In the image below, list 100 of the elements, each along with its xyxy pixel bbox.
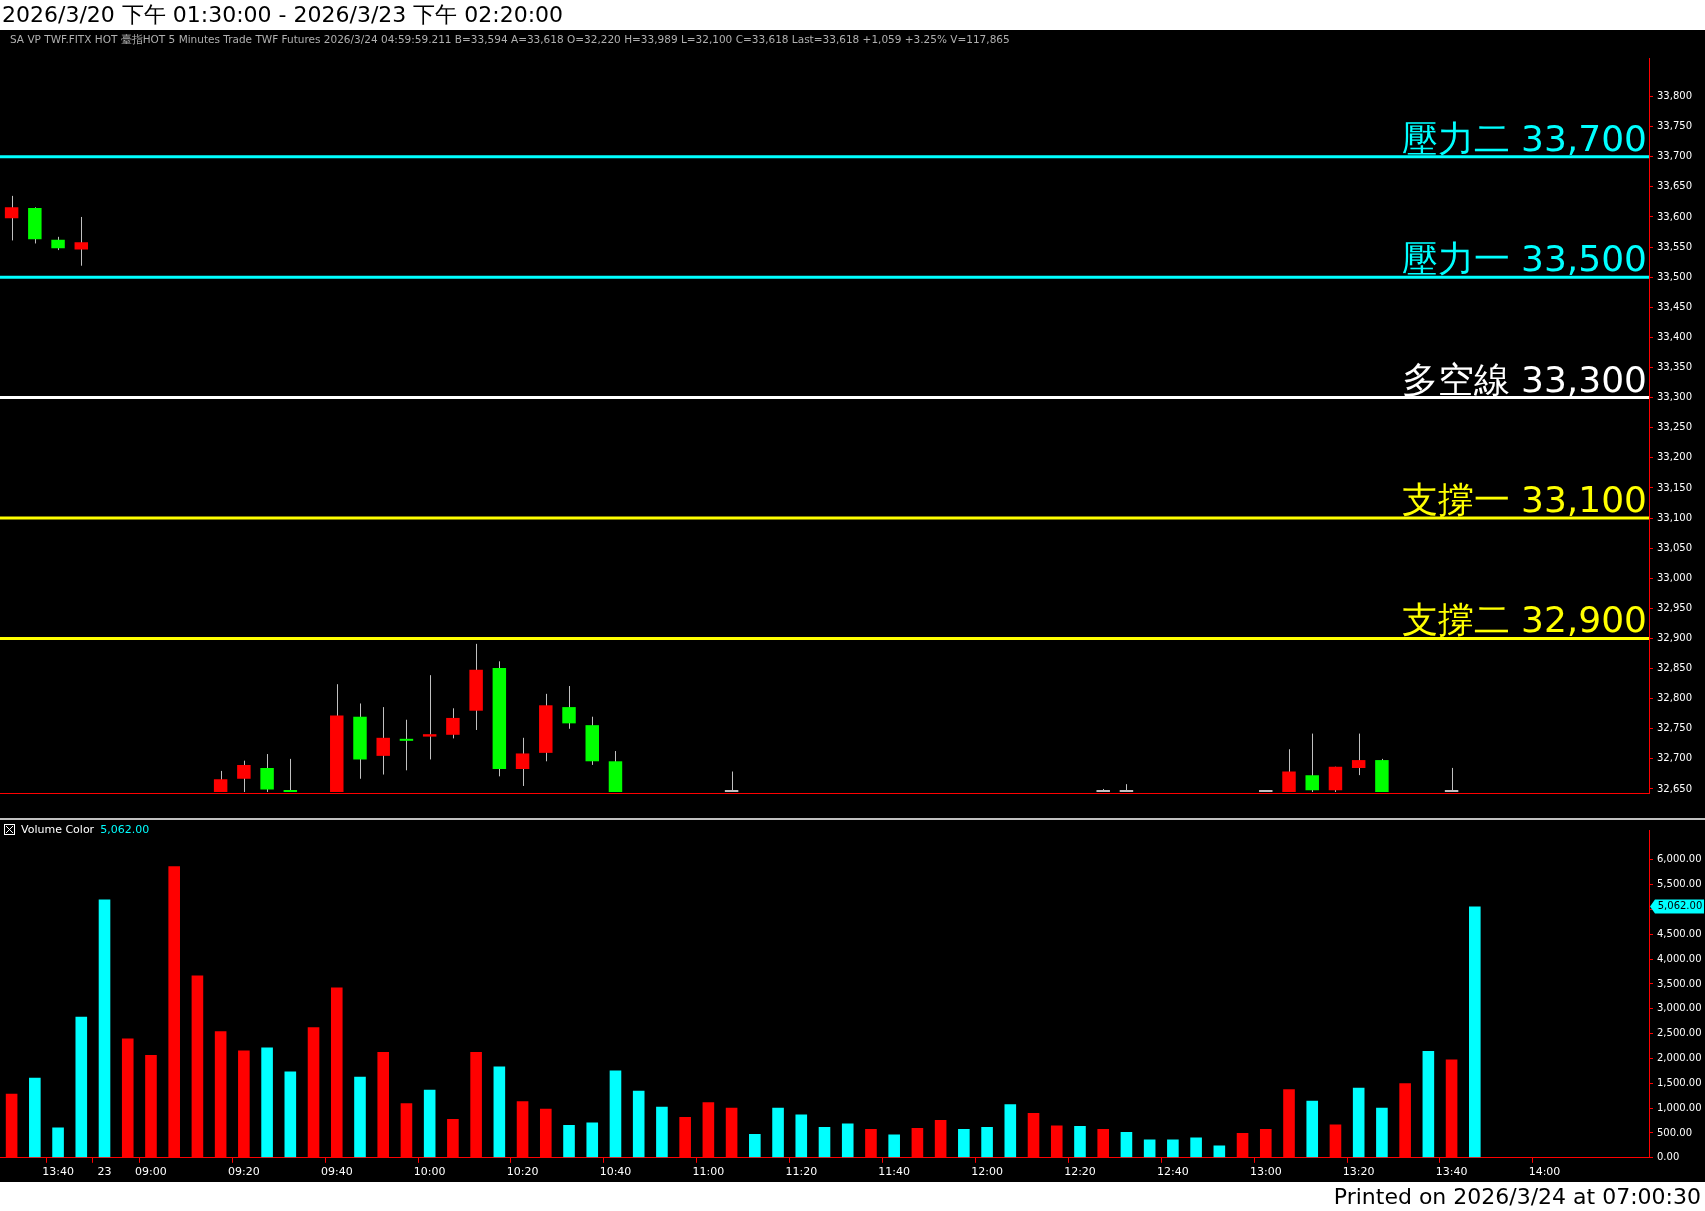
candlestick bbox=[260, 753, 274, 793]
y-tick-label: 33,100 bbox=[1657, 511, 1692, 523]
candlestick bbox=[562, 685, 576, 730]
bar bbox=[632, 1090, 645, 1158]
y-tick-label: 33,550 bbox=[1657, 240, 1692, 252]
bar bbox=[261, 1047, 273, 1158]
candlestick bbox=[399, 719, 414, 771]
y-tick-label: 0.00 bbox=[1657, 1151, 1680, 1163]
x-tick-label: 11:40 bbox=[878, 1165, 911, 1179]
bar bbox=[586, 1122, 599, 1158]
y-tick-label: 32,750 bbox=[1657, 722, 1692, 734]
bar bbox=[29, 1077, 41, 1158]
bar bbox=[958, 1128, 970, 1158]
chart-title: 2026/3/20 下午 01:30:00 - 2026/3/23 下午 02:20:00 bbox=[0, 0, 1705, 30]
y-tick-label: 1,000.00 bbox=[1657, 1101, 1702, 1113]
bar bbox=[1376, 1107, 1388, 1158]
y-tick-label: 33,000 bbox=[1657, 571, 1692, 583]
ref-line-label: 壓力二 33,700 bbox=[1401, 117, 1647, 159]
y-tick-label: 32,650 bbox=[1657, 782, 1692, 794]
x-tick-label: 12:20 bbox=[1064, 1165, 1096, 1179]
y-tick-label: 2,000.00 bbox=[1657, 1052, 1702, 1064]
y-tick-label: 33,500 bbox=[1657, 270, 1692, 282]
y-tick-label: 3,500.00 bbox=[1657, 977, 1702, 989]
x-tick-label: 09:20 bbox=[228, 1165, 260, 1179]
candlestick bbox=[724, 771, 739, 793]
y-tick-label: 3,000.00 bbox=[1657, 1002, 1702, 1014]
text: 5,062.00 bbox=[1657, 899, 1703, 911]
y-tick-label: 33,200 bbox=[1657, 451, 1692, 463]
candlestick bbox=[4, 195, 19, 241]
candlestick bbox=[74, 216, 89, 267]
ref-line-label: 多空線 33,300 bbox=[1401, 358, 1647, 400]
candlestick bbox=[515, 737, 530, 787]
x-tick-label: 13:40 bbox=[42, 1165, 74, 1179]
candlestick bbox=[376, 706, 390, 776]
x-tick-label: 14:00 bbox=[1528, 1165, 1561, 1179]
bar bbox=[1074, 1126, 1086, 1158]
annotation: 5,062.00 bbox=[100, 823, 150, 836]
y-tick-label: 32,700 bbox=[1657, 752, 1692, 764]
bar bbox=[981, 1127, 993, 1158]
x-tick-label: 11:20 bbox=[785, 1165, 818, 1179]
bar bbox=[818, 1127, 831, 1158]
y-tick-label: 33,400 bbox=[1657, 330, 1692, 342]
y-tick-label: 33,350 bbox=[1657, 361, 1692, 373]
y-tick-label: 33,250 bbox=[1657, 421, 1692, 433]
y-tick-label: 33,600 bbox=[1657, 210, 1692, 222]
bar bbox=[493, 1066, 506, 1158]
chart-subtitle: SA VP TWF.FITX HOT 臺指HOT 5 Minutes Trade TWF Futures 2026/3/24 04:59:59.211 B=33,594 A=33,618 O=32,220 H=33,989 L=32,100 C=33,618 Last=33,618 +1,059 +3.25% V=117,865 bbox=[9, 32, 1011, 47]
bar bbox=[749, 1133, 761, 1158]
bar bbox=[1143, 1139, 1156, 1158]
bar bbox=[423, 1089, 436, 1158]
candlestick bbox=[283, 758, 298, 793]
bar bbox=[772, 1107, 784, 1158]
y-tick-label: 33,800 bbox=[1657, 90, 1692, 102]
y-tick-label: 33,050 bbox=[1657, 541, 1692, 553]
bar bbox=[1352, 1087, 1365, 1158]
y-tick-label: 33,750 bbox=[1657, 120, 1692, 132]
chart-title: Volume Color bbox=[21, 823, 95, 836]
x-tick-label: 11:00 bbox=[692, 1165, 725, 1179]
bar bbox=[609, 1070, 622, 1158]
x-tick-label: 12:40 bbox=[1157, 1165, 1189, 1179]
bar bbox=[656, 1106, 668, 1158]
x-tick-label: 13:40 bbox=[1435, 1165, 1468, 1179]
candlestick bbox=[446, 707, 460, 739]
x-tick-label: 10:00 bbox=[413, 1165, 446, 1179]
x-tick-label: 12:00 bbox=[971, 1165, 1003, 1179]
bar bbox=[1120, 1131, 1133, 1158]
ref-line-label: 支撐二 32,900 bbox=[1401, 599, 1647, 641]
candlestick bbox=[422, 674, 437, 760]
bar bbox=[795, 1114, 808, 1158]
candlestick bbox=[1305, 733, 1319, 793]
y-tick-label: 33,450 bbox=[1657, 300, 1692, 312]
bar bbox=[563, 1125, 575, 1158]
x-tick-label: 10:20 bbox=[506, 1165, 539, 1179]
bar bbox=[52, 1127, 64, 1158]
y-tick-label: 32,850 bbox=[1657, 662, 1692, 674]
bar bbox=[1306, 1100, 1319, 1158]
y-tick-label: 33,650 bbox=[1657, 180, 1692, 192]
candlestick bbox=[1351, 733, 1366, 776]
candlestick bbox=[1444, 767, 1459, 793]
x-tick-label: 23 bbox=[97, 1165, 112, 1179]
y-tick-label: 4,000.00 bbox=[1657, 952, 1702, 964]
ref-line-label: 支撐一 33,100 bbox=[1401, 479, 1647, 521]
bar bbox=[1469, 906, 1481, 1158]
bar bbox=[1190, 1137, 1202, 1158]
x-tick-label: 09:40 bbox=[320, 1165, 353, 1179]
bar bbox=[841, 1123, 854, 1158]
bar bbox=[1167, 1139, 1179, 1158]
bar bbox=[1004, 1104, 1017, 1158]
ref-line-label: 壓力一 33,500 bbox=[1401, 238, 1647, 280]
y-tick-label: 33,700 bbox=[1657, 150, 1692, 162]
bar bbox=[888, 1134, 900, 1158]
y-tick-label: 500.00 bbox=[1657, 1126, 1692, 1138]
bar bbox=[284, 1071, 297, 1158]
x-tick-label: 13:00 bbox=[1249, 1165, 1282, 1179]
y-tick-label: 32,900 bbox=[1657, 632, 1692, 644]
bar bbox=[354, 1076, 366, 1158]
y-tick-label: 33,150 bbox=[1657, 481, 1692, 493]
y-tick-label: 4,500.00 bbox=[1657, 927, 1702, 939]
bar bbox=[1422, 1051, 1435, 1158]
bar bbox=[1213, 1145, 1226, 1158]
